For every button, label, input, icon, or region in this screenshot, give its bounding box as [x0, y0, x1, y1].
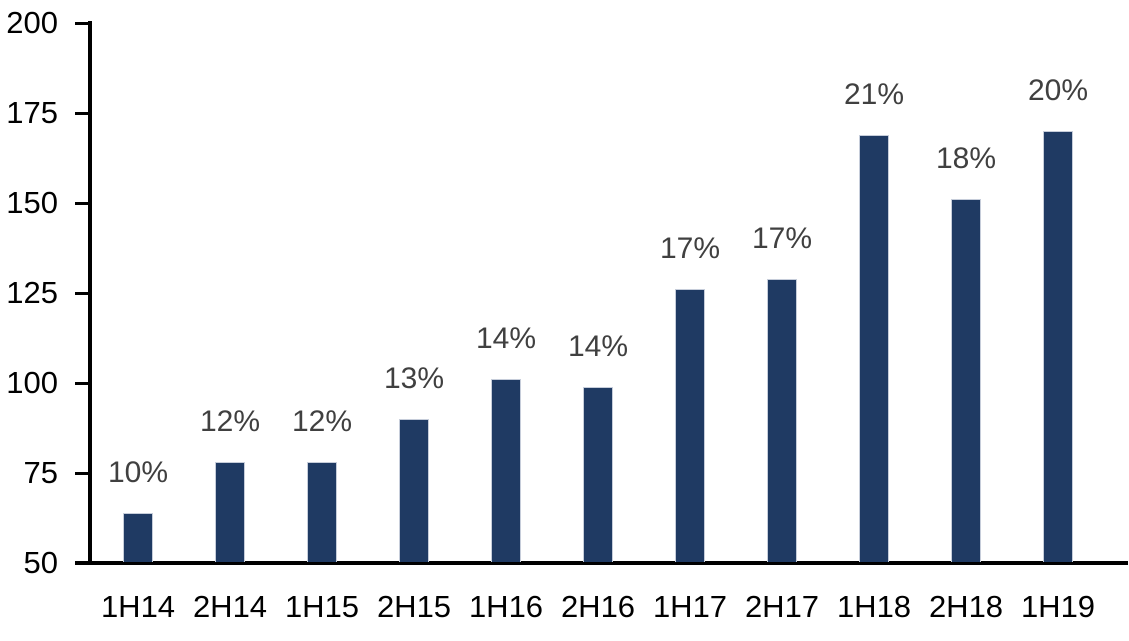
- y-tick-mark: [75, 382, 88, 385]
- y-tick-mark: [75, 292, 88, 295]
- y-tick-label: 100: [6, 365, 58, 400]
- y-tick-label: 125: [6, 275, 58, 310]
- bar-value-label: 14%: [475, 322, 537, 355]
- x-axis-label: 2H16: [560, 589, 636, 624]
- y-tick-mark: [75, 22, 88, 25]
- x-axis-label: 2H14: [192, 589, 268, 624]
- bar-value-label: 12%: [291, 405, 353, 438]
- y-tick-label: 50: [23, 545, 58, 580]
- y-tick-label: 175: [6, 95, 58, 130]
- bar-1H17: [675, 289, 705, 562]
- x-axis-label: 1H18: [836, 589, 912, 624]
- y-axis-line: [88, 21, 92, 565]
- bar-2H15: [399, 419, 429, 562]
- bar-value-label: 13%: [383, 362, 445, 395]
- bar-2H18: [951, 199, 981, 562]
- x-axis-line: [75, 561, 1128, 565]
- x-axis-label: 1H19: [1020, 589, 1096, 624]
- x-axis-label: 2H17: [744, 589, 820, 624]
- bar-1H14: [123, 513, 153, 562]
- bar-value-label: 18%: [935, 142, 997, 175]
- bar-value-label: 12%: [199, 405, 261, 438]
- y-tick-mark: [75, 112, 88, 115]
- bar-value-label: 10%: [107, 456, 169, 489]
- y-tick-mark: [75, 202, 88, 205]
- y-tick-label: 200: [6, 5, 58, 40]
- bar-1H18: [859, 135, 889, 562]
- bar-value-label: 17%: [659, 232, 721, 265]
- bar-value-label: 17%: [751, 222, 813, 255]
- bar-1H15: [307, 462, 337, 562]
- y-tick-mark: [75, 472, 88, 475]
- bar-2H14: [215, 462, 245, 562]
- bar-value-label: 20%: [1027, 74, 1089, 107]
- x-axis-label: 1H17: [652, 589, 728, 624]
- bar-2H16: [583, 387, 613, 562]
- bar-1H16: [491, 379, 521, 562]
- bar-2H17: [767, 279, 797, 562]
- y-tick-label: 150: [6, 185, 58, 220]
- bar-1H19: [1043, 131, 1073, 562]
- x-axis-label: 1H15: [284, 589, 360, 624]
- x-axis-label: 1H16: [468, 589, 544, 624]
- x-axis-label: 2H15: [376, 589, 452, 624]
- y-tick-label: 75: [23, 455, 58, 490]
- x-axis-label: 1H14: [100, 589, 176, 624]
- bar-value-label: 14%: [567, 330, 629, 363]
- bar-value-label: 21%: [843, 78, 905, 111]
- x-axis-label: 2H18: [928, 589, 1004, 624]
